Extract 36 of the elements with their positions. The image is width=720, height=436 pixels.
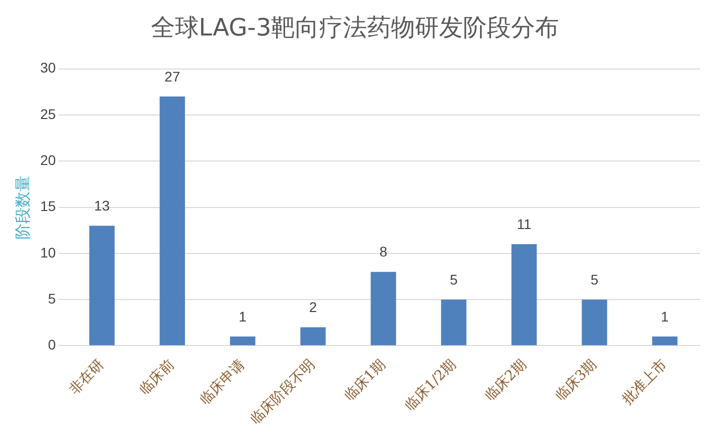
y-tick-label: 25 [40, 106, 56, 122]
y-tick-label: 30 [40, 60, 56, 76]
x-tick-label: 临床1/2期 [402, 356, 460, 414]
x-tick-label: 临床前 [136, 356, 178, 398]
x-tick-label: 批准上市 [619, 356, 670, 408]
y-axis-title: 阶段数量 [12, 175, 32, 240]
bar [441, 300, 466, 346]
data-label: 13 [94, 198, 110, 214]
chart-title: 全球LAG-3靶向疗法药物研发阶段分布 [150, 14, 560, 42]
bar [582, 300, 608, 346]
bar [230, 336, 256, 346]
y-tick-label: 20 [40, 152, 56, 168]
y-tick-label: 15 [40, 198, 56, 214]
x-tick-label: 临床3期 [552, 356, 600, 404]
data-label: 27 [164, 68, 180, 84]
bar [300, 327, 326, 346]
y-tick-label: 0 [48, 336, 56, 353]
y-tick-label: 10 [40, 244, 56, 260]
data-label: 5 [590, 271, 599, 288]
x-tick-label: 临床1期 [341, 356, 389, 404]
data-label: 1 [660, 308, 669, 324]
bar [370, 272, 396, 346]
y-tick-label: 5 [48, 290, 56, 306]
x-tick-label: 非在研 [66, 356, 108, 398]
data-label: 2 [309, 299, 318, 316]
data-label: 1 [238, 308, 247, 324]
x-tick-label: 临床申请 [197, 356, 248, 408]
x-tick-label: 临床2期 [482, 356, 530, 404]
data-label: 8 [379, 244, 388, 260]
bar [511, 244, 537, 346]
bar [160, 96, 185, 346]
bar [652, 336, 678, 346]
data-label: 5 [450, 271, 458, 288]
data-label: 11 [516, 216, 532, 232]
bar [89, 226, 115, 346]
x-tick-label: 临床阶段不明 [248, 356, 318, 428]
